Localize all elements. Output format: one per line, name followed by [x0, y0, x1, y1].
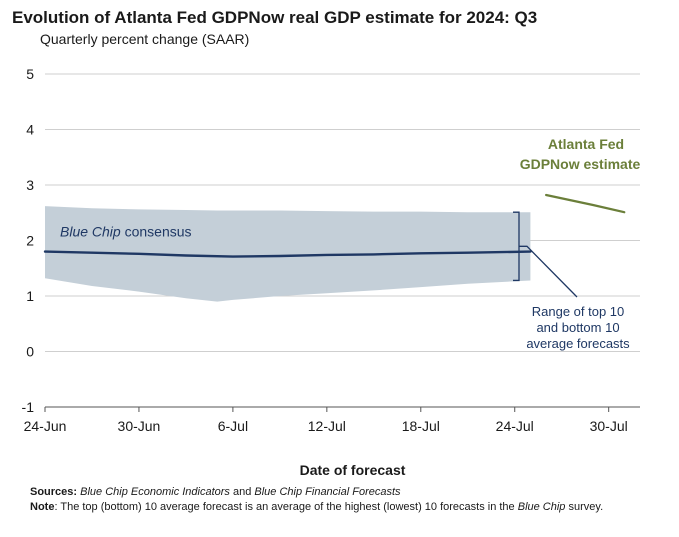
consensus-line [43, 250, 532, 258]
range-label-line2: and bottom 10 [536, 320, 619, 335]
chart-footer: Sources: Blue Chip Economic Indicators a… [30, 485, 670, 515]
consensus-label-rest: consensus [121, 224, 192, 240]
y-tick-label: 5 [26, 66, 34, 82]
gdpnow-label-line2: GDPNow estimate [520, 156, 641, 172]
note-label: Note [30, 501, 55, 513]
y-tick-label: 2 [26, 233, 34, 249]
chart-title: Evolution of Atlanta Fed GDPNow real GDP… [12, 8, 538, 27]
note-line: Note: The top (bottom) 10 average foreca… [30, 500, 670, 515]
x-tick-label: 24-Jun [24, 418, 67, 434]
x-tick-label: 30-Jul [590, 418, 628, 434]
sources-label: Sources: [30, 486, 78, 498]
y-tick-label: 1 [26, 288, 34, 304]
gdpnow-line [544, 193, 626, 214]
x-axis-title: Date of forecast [300, 462, 406, 478]
forecast-range-band-group [45, 206, 531, 302]
x-tick-label: 6-Jul [218, 418, 248, 434]
sources-italic-1: Blue Chip Economic Indicators [80, 486, 230, 498]
x-tick-label: 30-Jun [118, 418, 161, 434]
y-tick-label: -1 [22, 399, 35, 415]
forecast-range-band [45, 206, 531, 302]
note-end: survey. [565, 501, 604, 513]
annotations: Blue Chip consensus Atlanta Fed GDPNow est… [60, 136, 641, 351]
note-italic: Blue Chip [517, 501, 566, 513]
chart-subtitle: Quarterly percent change (SAAR) [40, 31, 250, 47]
y-tick-label: 0 [26, 344, 34, 360]
y-tick-label: 3 [26, 177, 34, 193]
x-tick-label: 12-Jul [308, 418, 346, 434]
consensus-label: Blue Chip consensus [60, 224, 192, 240]
range-label-line1: Range of top 10 [532, 304, 625, 319]
range-leader-line [519, 245, 578, 298]
x-tick-label: 24-Jul [496, 418, 534, 434]
gdpnow-label-line1: Atlanta Fed [548, 136, 624, 152]
range-label-line3: average forecasts [526, 336, 630, 351]
series-group [43, 193, 626, 258]
sources-line: Sources: Blue Chip Economic Indicators a… [30, 485, 670, 500]
sources-italic-2: Blue Chip Financial Forecasts [254, 486, 401, 498]
x-tick-label: 18-Jul [402, 418, 440, 434]
y-tick-label: 4 [26, 122, 34, 138]
consensus-label-italic: Blue Chip [60, 224, 121, 240]
note-text: : The top (bottom) 10 average forecast i… [54, 501, 518, 513]
axes: -1 0 1 2 3 4 5 24-Jun 30-Jun 6-Jul 12-Jul 18-Jul 24-… [22, 66, 640, 478]
sources-and: and [229, 486, 255, 498]
